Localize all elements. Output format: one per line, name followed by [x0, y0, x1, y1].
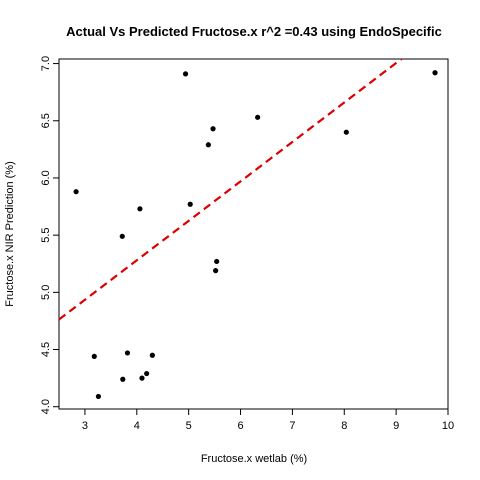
- plot-area: [58, 58, 449, 410]
- data-point: [205, 142, 211, 148]
- y-tick-label: 6.0: [40, 170, 52, 185]
- data-point: [210, 126, 216, 132]
- y-tick-label: 5.0: [40, 285, 52, 300]
- x-tick-label: 3: [82, 420, 88, 432]
- data-point: [73, 189, 79, 195]
- data-point: [95, 393, 102, 400]
- y-tick-label: 4.0: [40, 399, 52, 414]
- data-point: [144, 370, 150, 377]
- x-axis: 3 4 5 6 7 8 9 10: [82, 409, 454, 432]
- data-point: [187, 201, 193, 207]
- y-axis-label: Fructose.x NIR Prediction (%): [4, 161, 16, 306]
- fit-line: [58, 58, 403, 321]
- data-point: [120, 376, 126, 382]
- data-point: [182, 71, 189, 77]
- y-tick-label: 7.0: [40, 56, 52, 71]
- data-point: [139, 375, 145, 381]
- x-tick-label: 6: [237, 420, 243, 432]
- x-axis-label: Fructose.x wetlab (%): [201, 453, 307, 465]
- data-point: [124, 350, 131, 356]
- data-point: [119, 233, 125, 239]
- data-point: [149, 352, 155, 358]
- data-point: [213, 268, 219, 274]
- y-tick-label: 5.5: [40, 227, 52, 242]
- x-tick-label: 10: [442, 420, 454, 432]
- data-point: [343, 129, 349, 135]
- x-tick-label: 7: [289, 420, 295, 432]
- data-point: [137, 206, 143, 212]
- data-point: [91, 353, 97, 359]
- data-point: [432, 70, 438, 76]
- plot-frame: [58, 58, 449, 410]
- x-tick-label: 8: [341, 420, 347, 432]
- data-point: [214, 258, 220, 265]
- x-tick-label: 9: [393, 420, 399, 432]
- x-tick-label: 4: [134, 420, 140, 432]
- x-tick-label: 5: [186, 420, 192, 432]
- y-tick-label: 6.5: [40, 113, 52, 128]
- data-point: [255, 114, 261, 120]
- y-axis: 4.0 4.5 5.0 5.5 6.0 6.5 7.0: [40, 56, 59, 414]
- y-tick-label: 4.5: [40, 342, 52, 357]
- chart-title: Actual Vs Predicted Fructose.x r^2 =0.43…: [66, 24, 442, 39]
